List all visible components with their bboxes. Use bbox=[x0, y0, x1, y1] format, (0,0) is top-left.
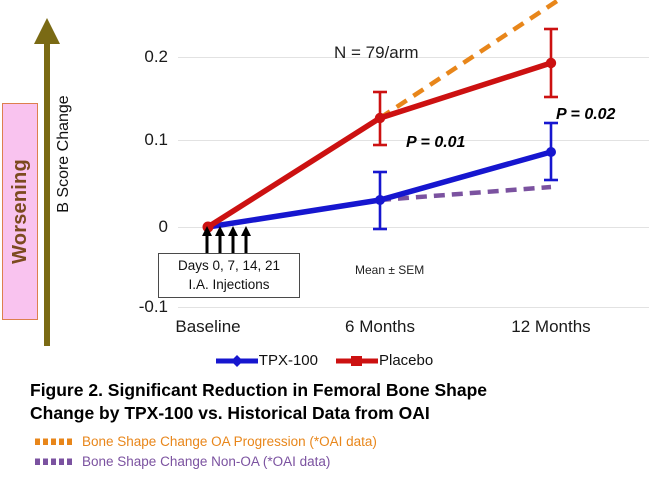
gridline-0 bbox=[178, 227, 649, 228]
annotation-p-value-12mo: P = 0.02 bbox=[556, 106, 616, 123]
y-axis-title-wrap: B Score Change bbox=[52, 60, 76, 250]
plot-area bbox=[178, 0, 649, 308]
x-tick-label-6-months: 6 Months bbox=[345, 317, 415, 336]
oai-legend-item-non-oa[interactable]: Bone Shape Change Non-OA (*OAI data) bbox=[34, 454, 634, 469]
oai-legend-item-oa-progression[interactable]: Bone Shape Change OA Progression (*OAI d… bbox=[34, 434, 634, 449]
caption-line-2: Change by TPX-100 vs. Historical Data fr… bbox=[30, 403, 430, 424]
x-tick-label-12-months: 12 Months bbox=[511, 317, 591, 336]
datapoint-placebo-12mo bbox=[545, 57, 557, 69]
gridline-0.1 bbox=[178, 140, 649, 141]
oai-legend-label-non-oa: Bone Shape Change Non-OA (*OAI data) bbox=[82, 454, 331, 469]
worsening-box bbox=[2, 103, 38, 320]
legend-item-tpx100[interactable]: TPX-100 bbox=[215, 352, 318, 369]
datapoint-tpx100-12mo bbox=[546, 147, 556, 157]
series-line-oa-progression bbox=[378, 0, 563, 120]
worsening-label-wrap: Worsening bbox=[2, 103, 38, 320]
injection-schedule-box: Days 0, 7, 14, 21 I.A. Injections bbox=[158, 253, 300, 298]
caption-line-1: Figure 2. Significant Reduction in Femor… bbox=[30, 380, 487, 400]
datapoint-tpx100-6mo bbox=[375, 195, 385, 205]
series-svg bbox=[202, 0, 563, 253]
legend-label-tpx100: TPX-100 bbox=[258, 352, 318, 369]
worsening-arrow-head bbox=[34, 18, 60, 44]
injection-schedule-line2: I.A. Injections bbox=[188, 276, 270, 292]
dashed-swatch-non-oa-icon bbox=[35, 458, 73, 465]
injection-arrows-group bbox=[202, 226, 251, 253]
y-tick-label-0.1: 0.1 bbox=[144, 130, 168, 149]
y-tick-label--0.1: -0.1 bbox=[138, 297, 168, 316]
injection-schedule-line1: Days 0, 7, 14, 21 bbox=[177, 258, 281, 274]
worsening-label: Worsening bbox=[8, 159, 31, 264]
gridline--0.1 bbox=[178, 307, 649, 308]
figure-caption: Figure 2. Significant Reduction in Femor… bbox=[30, 379, 630, 425]
series-legend: TPX-100 Placebo bbox=[0, 352, 649, 369]
series-line-non-oa-seg2 bbox=[379, 184, 552, 203]
oai-legend: Bone Shape Change OA Progression (*OAI d… bbox=[34, 434, 634, 474]
gridline-0.2 bbox=[178, 57, 649, 58]
legend-item-placebo[interactable]: Placebo bbox=[335, 352, 434, 369]
annotation-p-value-6mo: P = 0.01 bbox=[406, 134, 466, 151]
y-axis-title: B Score Change bbox=[55, 95, 72, 213]
legend-marker-tpx100-icon bbox=[215, 354, 258, 367]
legend-marker-placebo-icon bbox=[335, 355, 378, 366]
datapoint-placebo-6mo bbox=[374, 112, 386, 124]
annotation-mean-sem: Mean ± SEM bbox=[355, 263, 425, 277]
oai-legend-label-oa-progression: Bone Shape Change OA Progression (*OAI d… bbox=[82, 434, 377, 449]
legend-label-placebo: Placebo bbox=[378, 352, 434, 369]
y-tick-label-0: 0 bbox=[158, 217, 168, 236]
y-tick-label-0.2: 0.2 bbox=[144, 47, 168, 66]
x-tick-label-baseline: Baseline bbox=[175, 317, 241, 336]
dashed-swatch-oa-progression-icon bbox=[35, 438, 73, 445]
annotation-n-per-arm: N = 79/arm bbox=[334, 43, 419, 62]
